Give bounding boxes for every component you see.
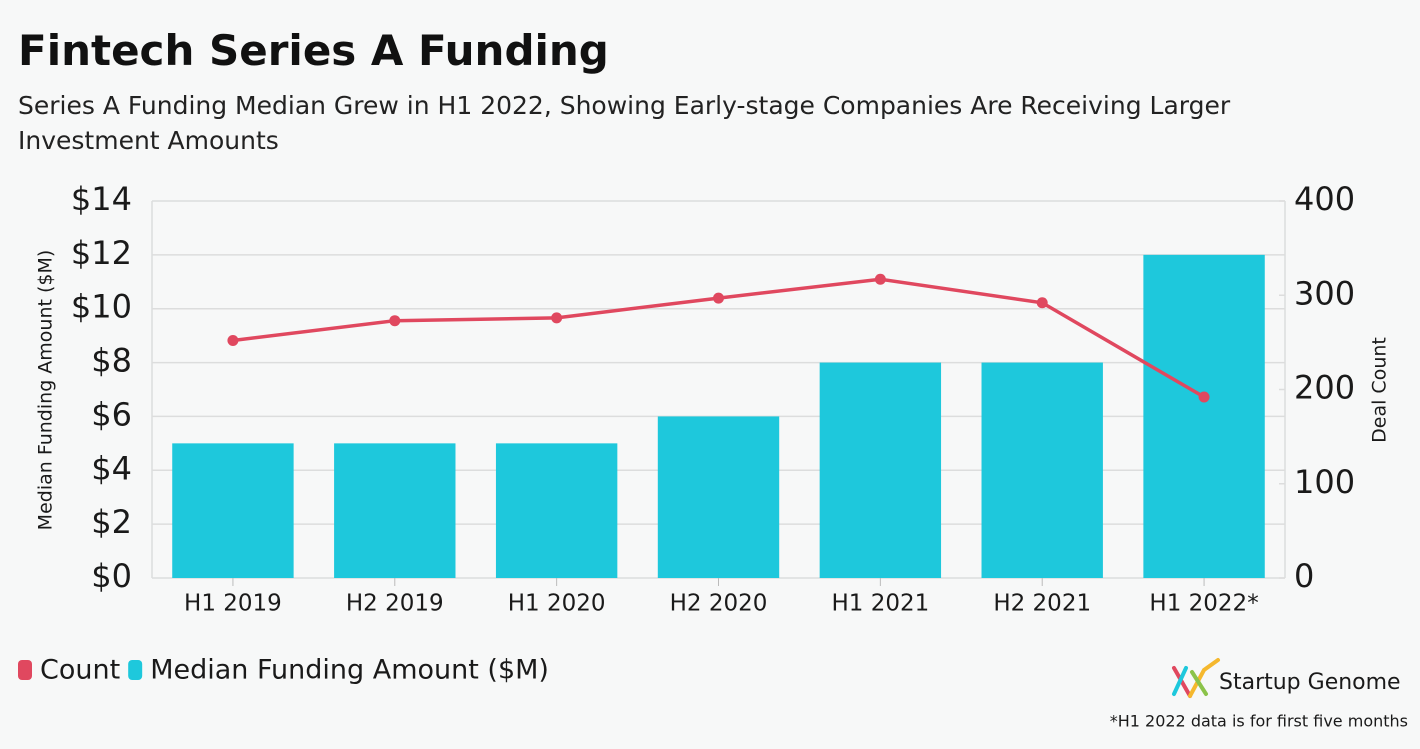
y-axis-title: Median Funding Amount ($M) xyxy=(35,250,57,531)
y2-tick-label: 200 xyxy=(1294,369,1355,407)
x-tick-label: H1 2021 xyxy=(831,591,929,617)
y-tick-label: $8 xyxy=(91,342,132,380)
point xyxy=(227,334,239,346)
bar xyxy=(981,362,1103,578)
y-tick-label: $14 xyxy=(71,180,132,218)
y-tick-label: $2 xyxy=(91,503,132,541)
y2-axis-title: Deal Count xyxy=(1369,337,1391,443)
x-tick-label: H2 2019 xyxy=(346,591,444,617)
legend-label: Median Funding Amount ($M) xyxy=(150,655,549,686)
y2-tick-label: 100 xyxy=(1294,463,1355,501)
legend-swatch xyxy=(128,660,143,680)
point xyxy=(389,315,401,327)
y-tick-label: $0 xyxy=(91,557,132,595)
bar xyxy=(495,443,618,578)
legend-label: Count xyxy=(40,655,120,686)
footnote: *H1 2022 data is for first five months xyxy=(1110,712,1408,731)
x-tick-label: H1 2022* xyxy=(1149,591,1258,617)
y2-tick-label: 300 xyxy=(1294,274,1355,312)
bar xyxy=(172,443,294,578)
logo-icon xyxy=(1172,658,1220,698)
point xyxy=(1198,391,1210,403)
y2-tick-label: 0 xyxy=(1294,557,1314,595)
bar xyxy=(819,362,942,578)
chart-title: Fintech Series A Funding xyxy=(18,26,609,75)
x-tick-label: H2 2020 xyxy=(670,591,768,617)
bar xyxy=(1143,254,1265,578)
point xyxy=(1036,297,1048,309)
point xyxy=(874,273,886,285)
x-tick-label: H1 2019 xyxy=(184,591,282,617)
x-tick-label: H1 2020 xyxy=(508,591,606,617)
bar xyxy=(657,416,780,578)
point xyxy=(551,312,563,324)
point xyxy=(713,292,724,304)
x-tick-label: H2 2021 xyxy=(993,591,1091,617)
y-tick-label: $6 xyxy=(91,395,132,433)
y-tick-label: $4 xyxy=(91,449,132,487)
legend-swatch xyxy=(18,660,32,680)
y2-tick-label: 400 xyxy=(1294,180,1355,218)
bar xyxy=(334,443,456,578)
logo-text: Startup Genome xyxy=(1219,670,1401,695)
chart-subtitle: Series A Funding Median Grew in H1 2022,… xyxy=(18,91,1231,155)
y-tick-label: $10 xyxy=(71,288,132,326)
y-tick-label: $12 xyxy=(71,234,132,272)
